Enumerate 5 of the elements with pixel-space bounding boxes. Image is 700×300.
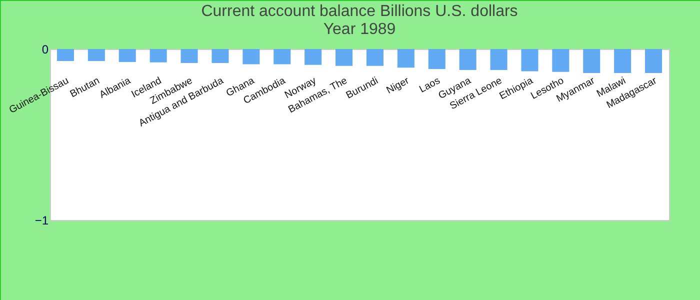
y-tick-label: 0: [42, 42, 49, 56]
chart-subtitle: Year 1989: [323, 21, 396, 38]
x-tick-label: Niger: [384, 75, 412, 96]
y-tick-label: −1: [34, 214, 49, 228]
chart-title: Current account balance Billions U.S. dollars: [201, 3, 518, 20]
